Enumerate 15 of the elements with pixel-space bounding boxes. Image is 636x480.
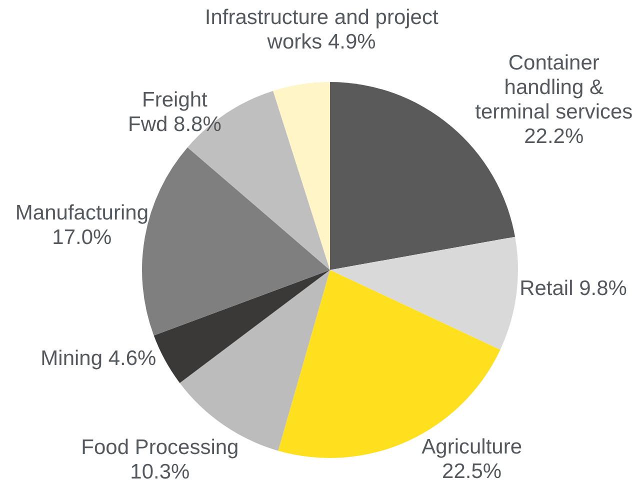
- slice-label: Freight Fwd 8.8%: [128, 88, 222, 136]
- slice-label: Mining 4.6%: [40, 346, 156, 370]
- data-label: 22.2%: [524, 124, 584, 148]
- pie-slice: [273, 82, 330, 270]
- slice-label: Manufacturing: [15, 201, 148, 224]
- pie-slice: [154, 270, 330, 384]
- data-label: 22.5%: [442, 460, 502, 480]
- slice-label: Food Processing: [81, 436, 239, 459]
- slice-label: Agriculture: [422, 436, 522, 459]
- pie-slice: [330, 236, 518, 350]
- slice-label: Infrastructure and project works 4.9%: [204, 6, 438, 54]
- slice-label: Retail 9.8%: [520, 276, 627, 300]
- slice-label: Container handling & terminal services: [475, 51, 633, 124]
- data-label: 17.0%: [52, 226, 112, 249]
- data-label: 10.3%: [130, 460, 190, 480]
